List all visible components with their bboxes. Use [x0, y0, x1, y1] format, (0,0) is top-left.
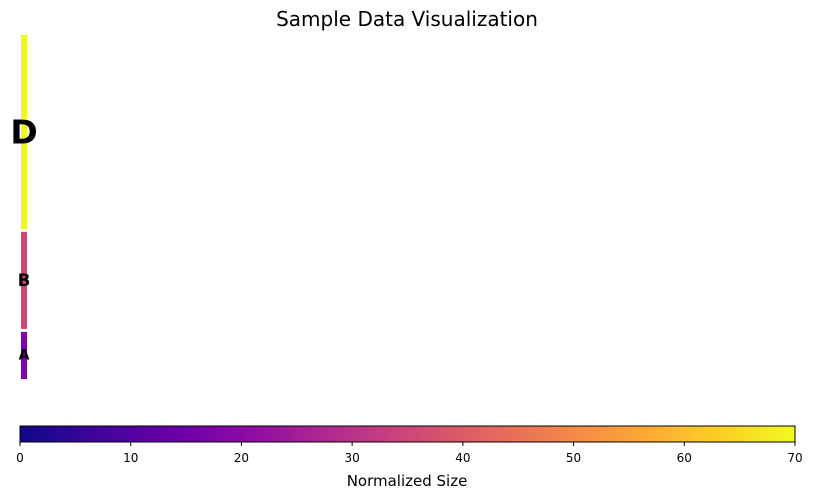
treemap-block-b	[21, 231, 27, 329]
colorbar-label: Normalized Size	[347, 472, 468, 490]
treemap-block-a	[21, 331, 27, 379]
colorbar-tick-label: 10	[123, 451, 138, 465]
colorbar-tick-label: 20	[234, 451, 249, 465]
colorbar-ticks: 0 10 20 30 40 50 60 70	[16, 442, 803, 465]
treemap-label-b: B	[18, 271, 31, 290]
colorbar: 0 10 20 30 40 50 60 70 Normalized Size	[16, 425, 803, 490]
chart-title: Sample Data Visualization	[276, 7, 538, 31]
colorbar-tick-label: 30	[345, 451, 360, 465]
treemap-label-a: A	[19, 347, 30, 363]
treemap-plot-area: D B A	[10, 35, 38, 379]
treemap-label-d: D	[10, 112, 37, 151]
colorbar-tick-label: 70	[787, 451, 802, 465]
treemap-block-d	[21, 35, 27, 229]
colorbar-tick-label: 60	[677, 451, 692, 465]
colorbar-gradient	[19, 425, 796, 443]
colorbar-tick-label: 50	[566, 451, 581, 465]
colorbar-tick-label: 0	[16, 451, 24, 465]
colorbar-tick-label: 40	[455, 451, 470, 465]
